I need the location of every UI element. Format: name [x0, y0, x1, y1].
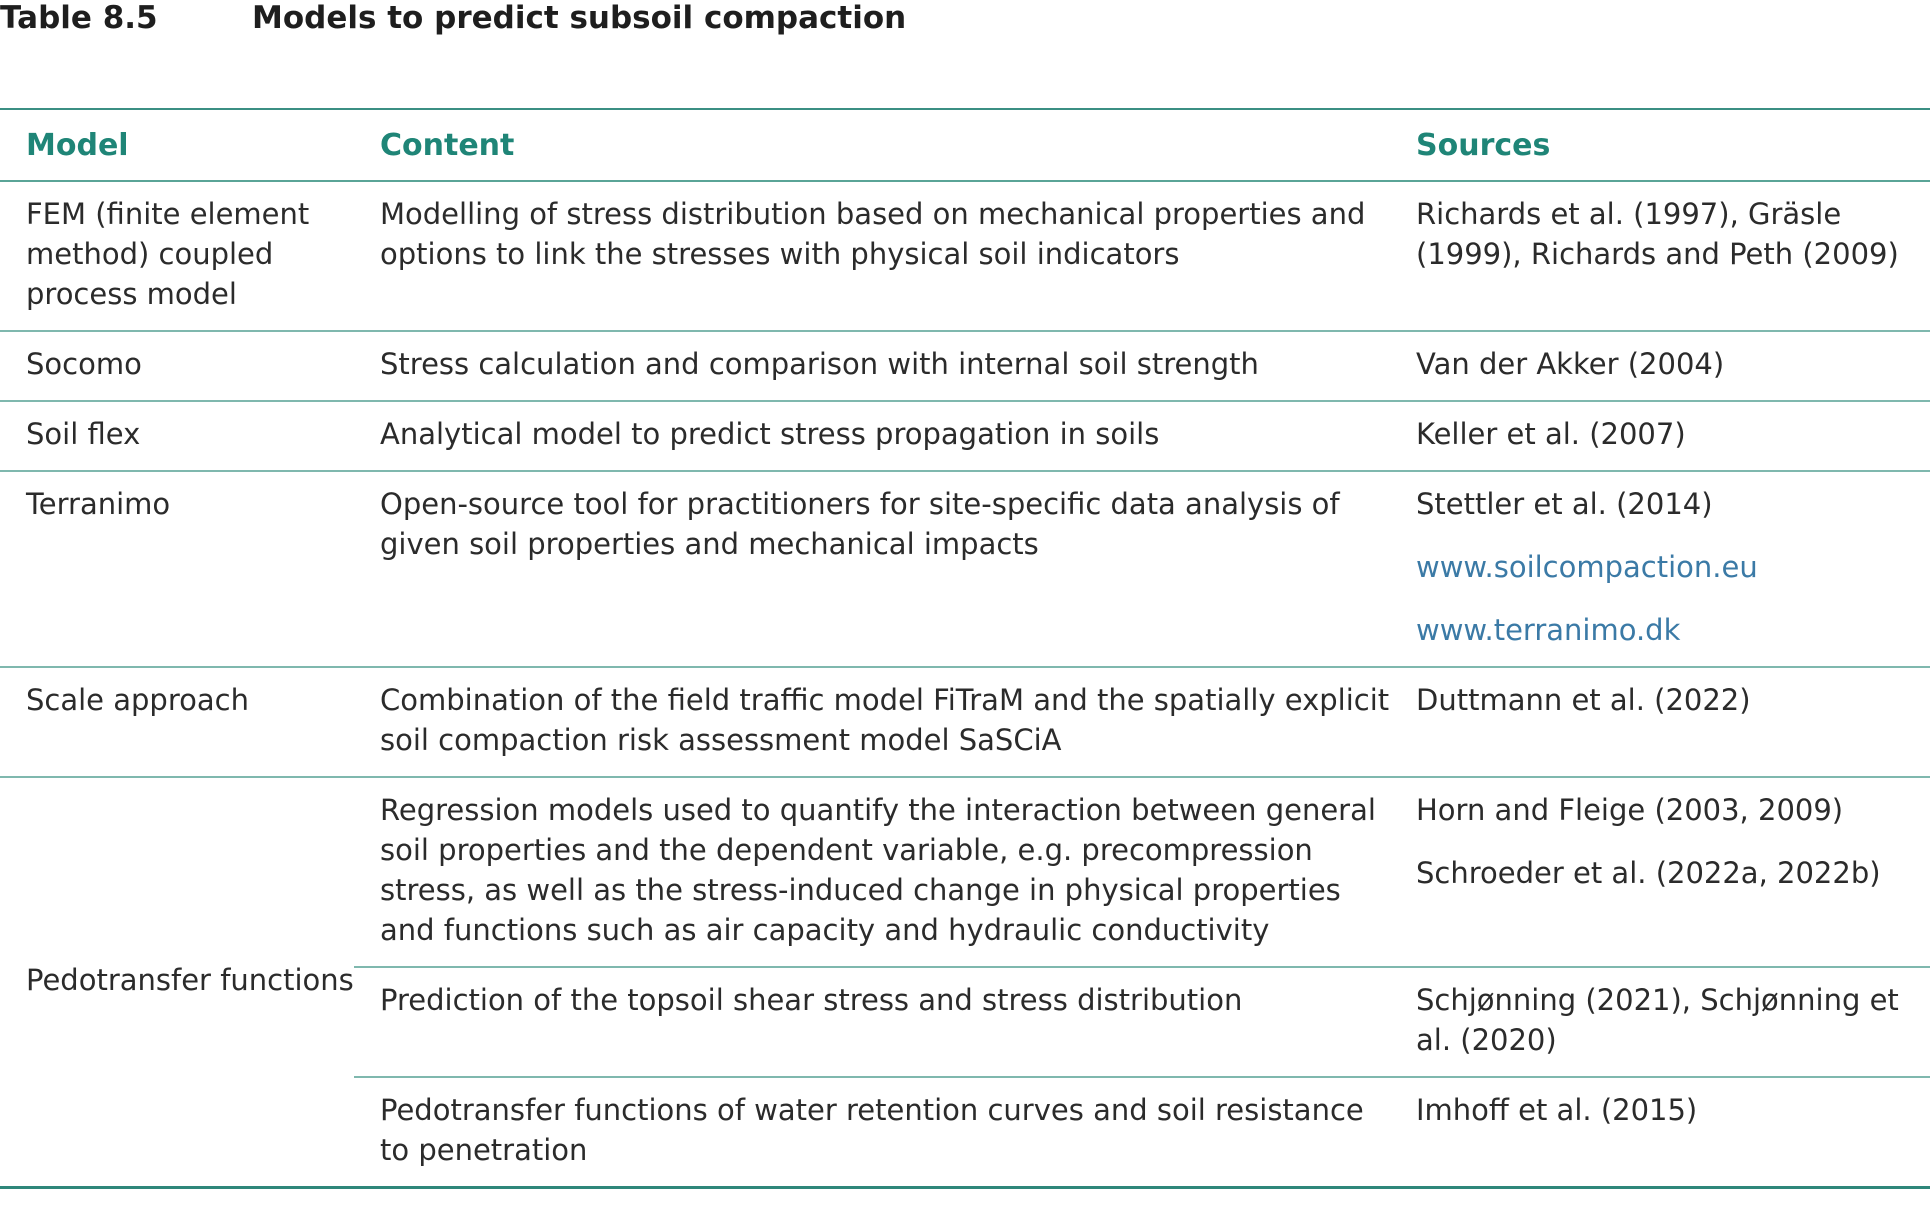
sources-cell: Duttmann et al. (2022) — [1390, 667, 1930, 778]
content-cell: Pedotransfer functions of water retentio… — [354, 1077, 1390, 1189]
table-row: Pedotransfer functions Regression models… — [0, 777, 1930, 1189]
model-cell: Socomo — [0, 331, 354, 402]
column-header-content: Content — [354, 108, 1390, 182]
sources-cell: Keller et al. (2007) — [1390, 401, 1930, 472]
model-cell: FEM (finite element method) coupled proc… — [0, 181, 354, 332]
model-cell: Terranimo — [0, 471, 354, 668]
content-cell: Open-source tool for practitioners for s… — [354, 471, 1390, 668]
table-number: Table 8.5 — [0, 0, 158, 36]
table-title: Models to predict subsoil compaction — [252, 0, 907, 36]
source-citation: Van der Akker (2004) — [1416, 347, 1725, 381]
content-cell: Prediction of the topsoil shear stress a… — [354, 967, 1390, 1078]
content-cell: Analytical model to predict stress propa… — [354, 401, 1390, 472]
table-row: FEM (finite element method) coupled proc… — [0, 181, 1930, 332]
header-row: Model Content Sources — [0, 108, 1930, 182]
column-header-sources: Sources — [1390, 108, 1930, 182]
sources-cell: Van der Akker (2004) — [1390, 331, 1930, 402]
models-table: Model Content Sources FEM (finite elemen… — [0, 108, 1930, 1189]
column-header-model: Model — [0, 108, 354, 182]
source-citation: Richards et al. (1997), Gräsle (1999), R… — [1416, 197, 1899, 271]
content-cell: Stress calculation and comparison with i… — [354, 331, 1390, 402]
sources-cell: Stettler et al. (2014) www.soilcompactio… — [1390, 471, 1930, 668]
content-cell: Combination of the field traffic model F… — [354, 667, 1390, 778]
table-row: Scale approach Combination of the field … — [0, 667, 1930, 778]
model-cell: Soil flex — [0, 401, 354, 472]
content-cell: Modelling of stress distribution based o… — [354, 181, 1390, 332]
sources-cell: Horn and Fleige (2003, 2009) Schroeder e… — [1390, 777, 1930, 968]
source-citation: Stettler et al. (2014) — [1416, 487, 1713, 521]
soilcompaction-link[interactable]: www.soilcompaction.eu — [1416, 550, 1758, 584]
source-citation: Keller et al. (2007) — [1416, 417, 1686, 451]
source-citation: Schroeder et al. (2022a, 2022b) — [1416, 856, 1881, 890]
model-cell: Pedotransfer functions — [0, 777, 354, 1189]
source-citation: Horn and Fleige (2003, 2009) — [1416, 793, 1844, 827]
table-row: Soil flex Analytical model to predict st… — [0, 401, 1930, 472]
source-citation: Imhoff et al. (2015) — [1416, 1093, 1698, 1127]
content-cell: Regression models used to quantify the i… — [354, 777, 1390, 968]
source-citation: Duttmann et al. (2022) — [1416, 683, 1751, 717]
sources-cell: Schjønning (2021), Schjønning et al. (20… — [1390, 967, 1930, 1078]
table-row: Prediction of the topsoil shear stress a… — [0, 967, 1930, 1078]
model-cell: Scale approach — [0, 667, 354, 778]
source-citation: Schjønning (2021), Schjønning et al. (20… — [1416, 983, 1899, 1057]
table-row: Pedotransfer functions of water retentio… — [0, 1077, 1930, 1189]
sources-cell: Imhoff et al. (2015) — [1390, 1077, 1930, 1189]
terranimo-link[interactable]: www.terranimo.dk — [1416, 613, 1681, 647]
sources-cell: Richards et al. (1997), Gräsle (1999), R… — [1390, 181, 1930, 332]
table-row: Terranimo Open-source tool for practitio… — [0, 471, 1930, 668]
table-row: Socomo Stress calculation and comparison… — [0, 331, 1930, 402]
